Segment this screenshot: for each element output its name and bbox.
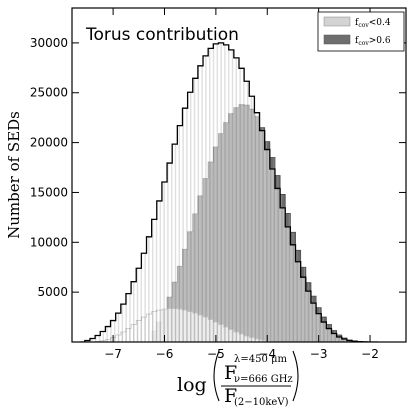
x-tick-label: −7 [104, 347, 122, 361]
total-bar [187, 92, 193, 342]
legend-label-fcov-high: fcov>0.6 [355, 36, 391, 47]
total-bar [228, 49, 234, 342]
total-bar [233, 57, 239, 342]
total-bar [269, 169, 275, 342]
bars-layer [79, 42, 378, 342]
x-tick-label: −3 [310, 347, 328, 361]
y-axis-label: Number of SEDs [5, 111, 23, 239]
x-axis-label: log F λ=450 μm ν=666 GHz F (2−10keV) [177, 350, 299, 408]
total-bar [213, 43, 219, 342]
total-bar [310, 303, 317, 342]
y-tick-label: 30000 [30, 36, 68, 50]
x-label-numerator-sup: λ=450 μm [234, 354, 287, 365]
x-tick-label: −6 [156, 347, 174, 361]
total-bar [208, 48, 214, 342]
total-bar [105, 326, 111, 342]
legend-sub-1: cov [358, 40, 369, 47]
total-bar [346, 340, 353, 342]
total-bar [223, 44, 229, 342]
x-label-denominator-f: F [224, 385, 237, 407]
x-label-left-paren [213, 350, 220, 402]
y-tick-label: 10000 [30, 235, 68, 249]
y-tick-label: 25000 [30, 86, 68, 100]
x-label-denominator-sub: (2−10keV) [234, 397, 289, 408]
total-bar [141, 253, 147, 342]
total-bar [218, 42, 224, 342]
total-bar [341, 339, 347, 342]
plot-frame [71, 7, 407, 343]
total-bar [100, 331, 106, 342]
axis-ticks: −7 −6 −5 −4 −3 −2 5000 10000 15000 20000 25000 3000… [30, 8, 406, 361]
total-bar [264, 149, 270, 342]
total-bar [177, 125, 183, 342]
legend-rest-0: <0.4 [369, 18, 391, 28]
legend: fcov<0.4 fcov>0.6 [317, 11, 405, 52]
total-bar [290, 244, 296, 342]
total-bar [259, 130, 265, 342]
total-bar [274, 188, 281, 342]
total-bar [305, 291, 311, 342]
legend-main-0: f [355, 18, 359, 28]
legend-label-fcov-low: fcov<0.4 [355, 18, 391, 29]
total-bar [136, 268, 142, 342]
total-bar [280, 207, 286, 342]
total-bar [203, 55, 209, 342]
total-bar [89, 338, 96, 342]
total-bar [161, 181, 168, 342]
legend-sub-0: cov [358, 22, 369, 29]
y-tick-label: 20000 [30, 136, 68, 150]
y-tick-label: 15000 [30, 185, 68, 199]
x-tick-label: −5 [207, 347, 225, 361]
total-bar [285, 226, 291, 342]
total-bar [321, 322, 327, 342]
total-bar [151, 219, 157, 342]
total-step-outline [79, 42, 378, 342]
total-bar [84, 340, 90, 342]
total-bar [192, 78, 198, 342]
total-bar [239, 68, 245, 342]
y-tick-label: 5000 [37, 285, 68, 299]
total-bar [156, 200, 162, 342]
total-bar [316, 313, 322, 342]
total-bar [131, 281, 137, 342]
total-bar [115, 313, 121, 342]
total-bar [95, 335, 101, 342]
x-label-numerator-f: F [224, 362, 237, 384]
total-bar [182, 108, 188, 342]
total-bar [326, 328, 332, 342]
total-bar [336, 337, 342, 342]
legend-main-1: f [355, 36, 359, 46]
x-label-right-paren [292, 350, 299, 402]
total-bar [146, 236, 152, 342]
x-label-numerator-sub: ν=666 GHz [234, 374, 293, 385]
total-bar [244, 81, 250, 342]
total-bar [120, 304, 126, 342]
total-bar [125, 293, 132, 342]
total-bar [197, 65, 204, 342]
total-bar [110, 320, 116, 342]
total-bar [167, 163, 173, 342]
x-tick-label: −2 [361, 347, 379, 361]
legend-rest-1: >0.6 [369, 36, 391, 46]
total-bar [172, 144, 178, 342]
total-bar [331, 333, 337, 342]
total-bar [249, 96, 255, 342]
total-bar [254, 112, 260, 342]
x-tick-label: −4 [258, 347, 276, 361]
chart-title: Torus contribution [85, 25, 239, 45]
x-label-log: log [177, 374, 207, 396]
total-bar [295, 261, 301, 342]
legend-swatch-fcov-low [323, 16, 351, 27]
legend-swatch-fcov-high [323, 34, 351, 45]
total-bar [300, 277, 306, 342]
